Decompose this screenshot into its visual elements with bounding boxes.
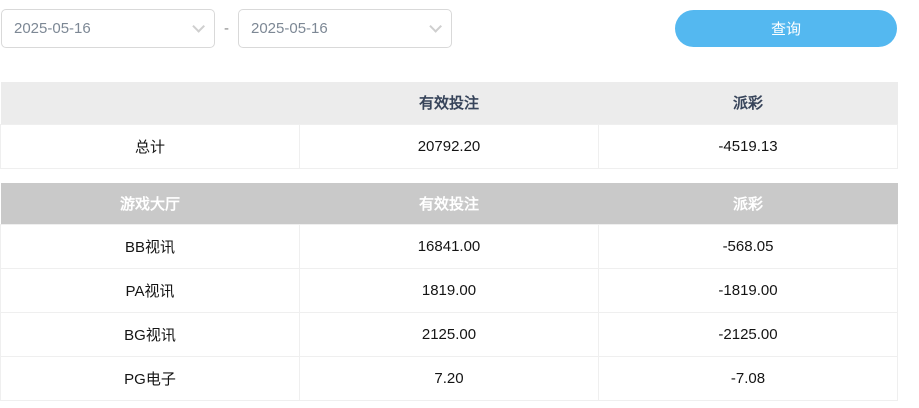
date-to-value: 2025-05-16 [251,20,328,37]
lobby-name: BG视讯 [0,312,300,357]
lobby-name: BB视讯 [0,224,300,269]
table-row: BB视讯 16841.00 -568.05 [0,224,898,269]
detail-header-payout: 派彩 [598,182,898,225]
detail-header-lobby: 游戏大厅 [0,182,300,225]
chevron-down-icon [192,20,205,33]
lobby-valid-bets: 16841.00 [299,224,599,269]
detail-header-valid-bets: 有效投注 [299,182,599,225]
table-row: PG电子 7.20 -7.08 [0,356,898,401]
table-row: 总计 20792.20 -4519.13 [0,123,898,169]
summary-table: 有效投注 派彩 总计 20792.20 -4519.13 [0,82,898,169]
summary-total-payout: -4519.13 [598,123,898,169]
detail-header-row: 游戏大厅 有效投注 派彩 [0,182,898,225]
lobby-payout: -1819.00 [598,268,898,313]
table-row: PA视讯 1819.00 -1819.00 [0,268,898,313]
lobby-payout: -2125.00 [598,312,898,357]
lobby-valid-bets: 7.20 [299,356,599,401]
date-from-value: 2025-05-16 [14,20,91,37]
filter-bar: 2025-05-16 - 2025-05-16 查询 [0,0,919,48]
summary-total-label: 总计 [0,123,300,169]
summary-header-row: 有效投注 派彩 [0,82,898,124]
chevron-down-icon [429,20,442,33]
lobby-payout: -568.05 [598,224,898,269]
summary-header-valid-bets: 有效投注 [299,82,599,124]
summary-header-empty [0,82,300,124]
lobby-payout: -7.08 [598,356,898,401]
date-from-select[interactable]: 2025-05-16 [1,9,215,48]
summary-total-valid-bets: 20792.20 [299,123,599,169]
date-range-separator: - [224,20,229,37]
lobby-name: PA视讯 [0,268,300,313]
date-to-select[interactable]: 2025-05-16 [238,9,452,48]
lobby-valid-bets: 2125.00 [299,312,599,357]
table-row: BG视讯 2125.00 -2125.00 [0,312,898,357]
game-lobby-table: 游戏大厅 有效投注 派彩 BB视讯 16841.00 -568.05 PA视讯 … [0,182,898,401]
lobby-name: PG电子 [0,356,300,401]
query-button[interactable]: 查询 [675,10,897,47]
summary-header-payout: 派彩 [598,82,898,124]
lobby-valid-bets: 1819.00 [299,268,599,313]
